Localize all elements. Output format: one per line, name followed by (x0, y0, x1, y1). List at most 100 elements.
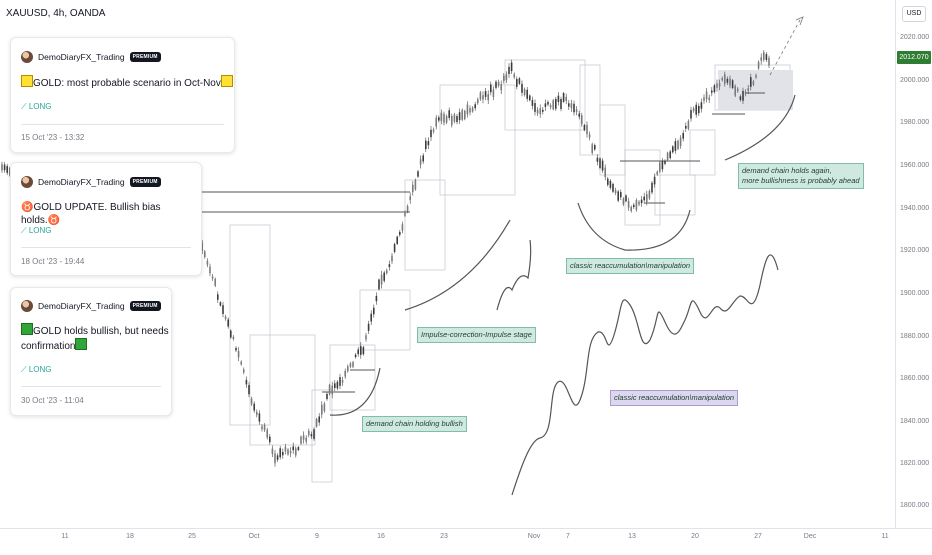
candle-body (731, 80, 734, 88)
premium-badge: PREMIUM (129, 301, 161, 311)
candle-body (698, 105, 700, 114)
direction-label: LONG (28, 365, 52, 374)
time-tick: Oct (248, 533, 260, 540)
candle-body (458, 112, 461, 121)
divider (21, 247, 191, 248)
candle-body (256, 411, 258, 415)
price-tick: 1820.000 (900, 460, 930, 467)
long-indicator: ⟋ LONG (21, 102, 52, 111)
price-tick: 1940.000 (900, 205, 930, 212)
candle-body (607, 178, 609, 185)
candle-body (313, 429, 315, 439)
candle-body (9, 167, 11, 176)
currency-selector[interactable]: USD (902, 6, 926, 22)
candle-body (591, 144, 593, 153)
idea-card-2[interactable]: DemoDiaryFX_Trading PREMIUM ♉GOLD UPDATE… (10, 162, 202, 276)
avatar (21, 176, 33, 188)
price-axis[interactable] (895, 0, 932, 528)
candle-body (430, 129, 432, 138)
candle-body (672, 146, 674, 153)
candle-body (201, 242, 203, 252)
candle-body (326, 393, 328, 400)
idea-title[interactable]: GOLD: most probable scenario in Oct-Nov (21, 75, 233, 90)
note-demand-holds-again[interactable]: demand chain holds again, more bullishne… (738, 163, 864, 189)
candle-body (708, 97, 710, 101)
candle-body (526, 89, 528, 99)
candle-body (529, 95, 531, 101)
idea-card-1[interactable]: DemoDiaryFX_Trading PREMIUM GOLD: most p… (10, 37, 235, 153)
candle-body (508, 66, 510, 75)
time-tick: 20 (691, 533, 699, 540)
direction-label: LONG (28, 102, 52, 111)
candle-body (336, 381, 339, 389)
candle-body (705, 91, 708, 100)
divider (21, 124, 224, 125)
idea-title[interactable]: GOLD holds bullish, but needs confirmati… (21, 323, 169, 353)
candle-body (604, 167, 606, 178)
candle-body (211, 276, 214, 279)
candle-body (443, 113, 445, 123)
candle-body (354, 354, 357, 358)
symbol-title[interactable]: XAUUSD, 4h, OANDA (6, 8, 106, 19)
candle-body (568, 103, 570, 107)
candle-body (404, 211, 406, 216)
candle-body (250, 398, 253, 405)
candle-body (596, 157, 599, 162)
candle-body (217, 294, 219, 300)
long-indicator: ⟋ LONG (21, 226, 52, 235)
yellow-square-icon (220, 75, 233, 87)
candle-body (258, 413, 261, 422)
candle-body (401, 224, 404, 231)
note-reaccumulation-top[interactable]: classic reaccumulation\manipulation (566, 258, 695, 274)
idea-title[interactable]: ♉GOLD UPDATE. Bullish bias holds.♉ (21, 201, 201, 227)
candle-body (573, 103, 575, 113)
note-reaccumulation-bottom[interactable]: classic reaccumulation\manipulation (610, 390, 739, 406)
note-impulse-correction[interactable]: Impulse-correction-Impulse stage (417, 327, 536, 343)
candle-body (448, 110, 450, 118)
candle-body (640, 199, 643, 204)
candle-body (713, 85, 716, 93)
author-name[interactable]: DemoDiaryFX_Trading (38, 177, 125, 187)
candle-body (711, 90, 713, 93)
author-name[interactable]: DemoDiaryFX_Trading (38, 52, 125, 62)
time-tick: 18 (126, 533, 134, 540)
candle-body (760, 57, 762, 61)
candle-body (653, 176, 656, 185)
candle-body (282, 451, 284, 456)
candle-body (357, 349, 359, 355)
candle-body (419, 159, 422, 165)
candle-body (227, 319, 229, 327)
candle-body (456, 116, 458, 122)
note-demand-chain-holding[interactable]: demand chain holding bullish (362, 416, 467, 432)
candle-body (266, 429, 268, 438)
candlesticks (1, 50, 770, 467)
time-tick: 16 (377, 533, 385, 540)
price-tick: 2020.000 (900, 34, 930, 41)
candle-body (536, 109, 539, 114)
long-indicator: ⟋ LONG (21, 365, 52, 374)
medal-icon: ♉ (21, 202, 34, 213)
candle-body (300, 436, 302, 444)
candle-body (620, 192, 622, 198)
candle-body (739, 96, 742, 100)
candle-body (289, 451, 292, 454)
candle-body (674, 141, 677, 151)
candle-body (432, 129, 435, 132)
candle-body (635, 200, 638, 210)
candle-body (461, 109, 463, 120)
candle-body (755, 75, 757, 78)
idea-card-3[interactable]: DemoDiaryFX_Trading PREMIUM GOLD holds b… (10, 287, 172, 416)
candle-body (687, 120, 690, 129)
price-tick: 1920.000 (900, 247, 930, 254)
candle-body (677, 140, 679, 150)
candle-body (222, 305, 224, 314)
author-name[interactable]: DemoDiaryFX_Trading (38, 301, 125, 311)
candle-body (718, 83, 721, 87)
time-axis[interactable] (0, 528, 932, 551)
candle-body (651, 182, 653, 193)
candle-body (495, 81, 497, 88)
candle-body (245, 379, 248, 385)
candle-body (503, 75, 505, 81)
